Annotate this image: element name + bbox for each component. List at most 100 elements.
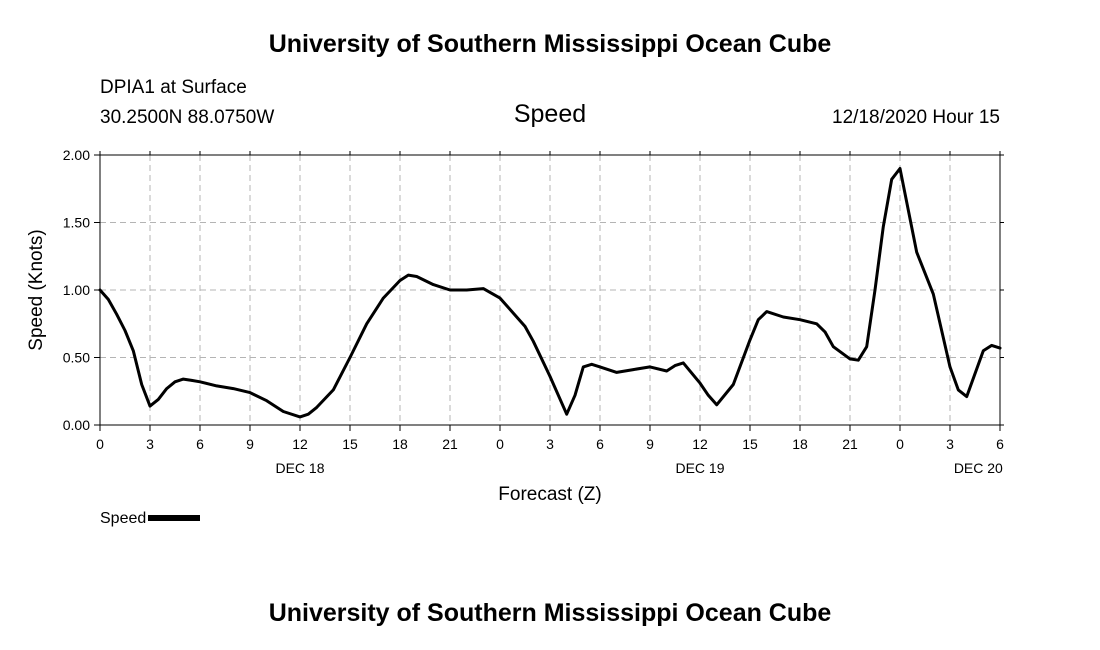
y-tick-label: 2.00 [63, 147, 90, 163]
valid-time-label: 12/18/2020 Hour 15 [832, 107, 1000, 128]
speed-data-point [598, 365, 602, 369]
speed-data-point [165, 387, 168, 390]
speed-data-point [698, 381, 702, 385]
speed-data-point [115, 313, 118, 316]
speed-data-point [732, 383, 735, 386]
x-tick-label: 18 [392, 436, 408, 452]
speed-data-point [182, 377, 185, 381]
grid-lines [100, 155, 1000, 425]
speed-data-point [707, 394, 710, 397]
speed-data-point [548, 375, 552, 378]
speed-data-point [565, 413, 568, 416]
speed-data-point [198, 380, 202, 383]
x-tick-label: 6 [596, 436, 604, 452]
speed-data-point [898, 167, 902, 170]
speed-data-point [465, 288, 468, 292]
speed-data-point [648, 365, 652, 369]
x-tick-label: 15 [742, 436, 758, 452]
y-tick-label: 1.50 [63, 215, 90, 231]
x-tick-label: 3 [946, 436, 954, 452]
y-tick-label: 0.50 [63, 350, 90, 366]
x-tick-label: 6 [196, 436, 204, 452]
speed-data-point [823, 330, 827, 334]
speed-data-point [265, 399, 268, 402]
speed-data-point [282, 410, 285, 413]
speed-data-point [998, 346, 1002, 350]
speed-data-point [857, 359, 860, 362]
speed-data-point [448, 288, 452, 292]
speed-data-point [498, 296, 502, 300]
speed-data-point [132, 349, 135, 352]
x-tick-label: 12 [292, 436, 308, 452]
speed-data-point [407, 273, 410, 277]
speed-data-point [865, 345, 868, 348]
speed-data-point [248, 391, 252, 394]
speed-data-point [148, 404, 152, 408]
page-title: University of Southern Mississippi Ocean… [268, 30, 832, 58]
legend-label: Speed [100, 510, 147, 527]
speed-data-point [582, 365, 585, 369]
speed-data-point [615, 371, 618, 374]
speed-data-point [948, 365, 952, 369]
x-axis-label: Forecast (Z) [498, 484, 601, 505]
speed-data-point [832, 345, 835, 348]
speed-data-point [957, 388, 960, 392]
speed-data-point [215, 384, 218, 388]
speed-data-point [482, 287, 485, 290]
speed-data-point [98, 288, 102, 292]
speed-data-point [673, 364, 677, 367]
speed-data-point [523, 325, 527, 328]
coordinates-label: 30.2500N 88.0750W [100, 107, 275, 128]
speed-data-point [882, 225, 885, 228]
speed-data-point [748, 338, 752, 342]
speed-data-point [348, 356, 352, 359]
speed-data-point [107, 298, 110, 301]
speed-data-point [298, 415, 302, 419]
speed-data-point [573, 394, 577, 397]
x-tick-label: 3 [546, 436, 554, 452]
x-tick-label: 21 [442, 436, 458, 452]
x-tick-label: 21 [842, 436, 858, 452]
date-label: DEC 20 [954, 460, 1003, 476]
speed-data-point [515, 315, 518, 319]
speed-data-point [532, 340, 535, 343]
speed-data-point [190, 379, 193, 382]
speed-data-point [382, 296, 385, 300]
speed-data-point [332, 388, 335, 392]
speed-data-point [365, 322, 368, 325]
x-tick-label: 12 [692, 436, 708, 452]
speed-data-point [815, 322, 818, 325]
speed-data-point [990, 344, 993, 347]
footer-title: University of Southern Mississippi Ocean… [268, 599, 832, 627]
speed-data-point [782, 315, 785, 319]
speed-data-point [915, 251, 918, 254]
speed-data-point [232, 387, 235, 390]
speed-data-point [140, 383, 143, 386]
tick-labels: 0 3 6 9 12 15 18 21 0 3 6 9 12 15 18 21 0 3 6 0.00 0.50 1.00 1… [63, 147, 1004, 476]
x-tick-label: 18 [792, 436, 808, 452]
legend: Speed [100, 510, 201, 528]
date-label: DEC 19 [675, 460, 724, 476]
speed-data-point [157, 398, 160, 401]
speed-data-point [932, 292, 935, 296]
speed-data-point [848, 357, 852, 361]
speed-data-point [873, 288, 877, 292]
y-tick-label: 1.00 [63, 282, 90, 298]
x-tick-label: 3 [146, 436, 154, 452]
speed-data-point [307, 413, 310, 416]
speed-data-point [965, 395, 968, 398]
speed-data-point [665, 369, 668, 373]
speed-data-point [798, 318, 802, 321]
station-label: DPIA1 at Surface [100, 77, 247, 98]
speed-data-point [632, 368, 635, 371]
x-tick-label: 9 [646, 436, 654, 452]
speed-data-point [173, 380, 177, 383]
speed-data-point [398, 279, 402, 282]
y-axis-label: Speed (Knots) [26, 229, 47, 350]
y-tick-label: 0.00 [63, 417, 90, 433]
x-tick-label: 0 [896, 436, 904, 452]
x-tick-label: 0 [96, 436, 104, 452]
legend-swatch [148, 514, 201, 521]
speed-data-point [123, 329, 127, 332]
